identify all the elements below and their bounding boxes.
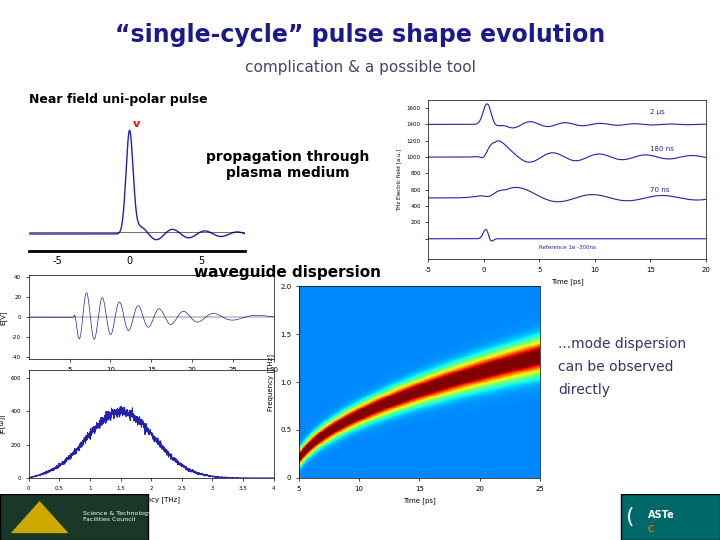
X-axis label: Frequency [THz]: Frequency [THz] xyxy=(122,496,180,503)
FancyBboxPatch shape xyxy=(621,494,720,540)
Y-axis label: |E[ω]|: |E[ω]| xyxy=(0,414,5,434)
Text: “single-cycle” pulse shape evolution: “single-cycle” pulse shape evolution xyxy=(115,23,605,47)
FancyBboxPatch shape xyxy=(0,494,148,540)
Text: ...mode dispersion
can be observed
directly: ...mode dispersion can be observed direc… xyxy=(558,338,686,397)
Text: (: ( xyxy=(625,507,634,527)
X-axis label: Time [ps]: Time [ps] xyxy=(135,379,168,385)
Text: 2 µs: 2 µs xyxy=(650,109,665,115)
Text: 70 ns: 70 ns xyxy=(650,187,670,193)
Y-axis label: E[V]: E[V] xyxy=(0,310,6,325)
X-axis label: Time [ps]: Time [ps] xyxy=(403,497,436,504)
Y-axis label: Frequency [THz]: Frequency [THz] xyxy=(268,354,274,410)
Text: S.P. Jamison / ICFA deflecting cavity workshop, Daresbury UK, Sept 2010: S.P. Jamison / ICFA deflecting cavity wo… xyxy=(171,512,549,522)
Text: waveguide dispersion: waveguide dispersion xyxy=(194,265,382,280)
Text: propagation through
plasma medium: propagation through plasma medium xyxy=(207,150,369,180)
Polygon shape xyxy=(11,501,68,533)
Text: Reference 1e -300ns: Reference 1e -300ns xyxy=(539,245,596,251)
Text: complication & a possible tool: complication & a possible tool xyxy=(245,60,475,75)
Text: ASTe: ASTe xyxy=(648,510,675,520)
Text: 180 ns: 180 ns xyxy=(650,146,674,152)
Y-axis label: THz Electric field [a.u.]: THz Electric field [a.u.] xyxy=(396,148,401,211)
Text: Near field uni-polar pulse: Near field uni-polar pulse xyxy=(29,93,207,106)
X-axis label: Time [ps]: Time [ps] xyxy=(551,279,583,285)
Text: Science & Technology
Facilities Council: Science & Technology Facilities Council xyxy=(83,511,151,522)
Text: v: v xyxy=(133,119,140,129)
Text: C: C xyxy=(648,525,654,535)
